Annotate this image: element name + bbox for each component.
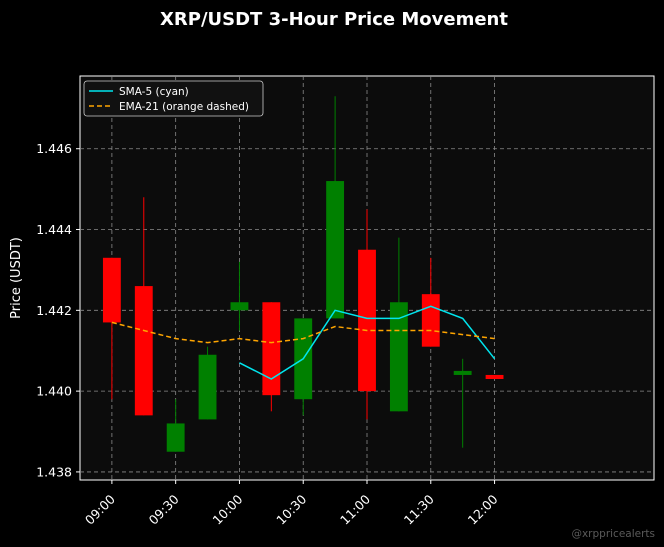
sma-line xyxy=(239,305,496,380)
candle-body xyxy=(485,374,504,379)
candle-body xyxy=(134,286,153,416)
candle-body xyxy=(102,257,121,323)
candle-body xyxy=(389,302,408,412)
ema-line xyxy=(111,321,495,344)
candle-body xyxy=(198,354,217,420)
y-tick-label: 1.444 xyxy=(36,222,72,237)
y-tick-label: 1.446 xyxy=(36,141,72,156)
candle-body xyxy=(358,249,376,392)
candle-body xyxy=(421,294,440,347)
candle-body xyxy=(453,370,472,375)
candle-body xyxy=(326,181,345,319)
candle-body xyxy=(262,302,281,396)
chart-title: XRP/USDT 3-Hour Price Movement xyxy=(160,9,508,30)
legend-box xyxy=(83,80,264,117)
y-tick-label: 1.442 xyxy=(36,303,72,318)
candle-body xyxy=(166,423,185,452)
legend-label-sma: SMA-5 (cyan) xyxy=(119,86,189,98)
x-tick-label: 12:00 xyxy=(465,491,501,527)
x-tick-label: 10:30 xyxy=(273,491,309,527)
legend: SMA-5 (cyan) EMA-21 (orange dashed) xyxy=(83,80,264,117)
x-tick-label: 09:00 xyxy=(82,491,118,527)
x-tick-label: 09:30 xyxy=(146,491,182,527)
indicator-lines xyxy=(111,305,496,380)
legend-label-ema: EMA-21 (orange dashed) xyxy=(119,101,249,113)
x-tick-label: 11:30 xyxy=(401,491,437,527)
candle-body xyxy=(230,302,249,311)
y-tick-label: 1.438 xyxy=(36,464,72,479)
watermark: @xrppricealerts xyxy=(571,528,655,540)
y-axis-label: Price (USDT) xyxy=(9,237,24,319)
x-tick-label: 10:00 xyxy=(209,491,245,527)
x-tick-label: 11:00 xyxy=(337,491,373,527)
y-tick-label: 1.440 xyxy=(36,384,72,399)
